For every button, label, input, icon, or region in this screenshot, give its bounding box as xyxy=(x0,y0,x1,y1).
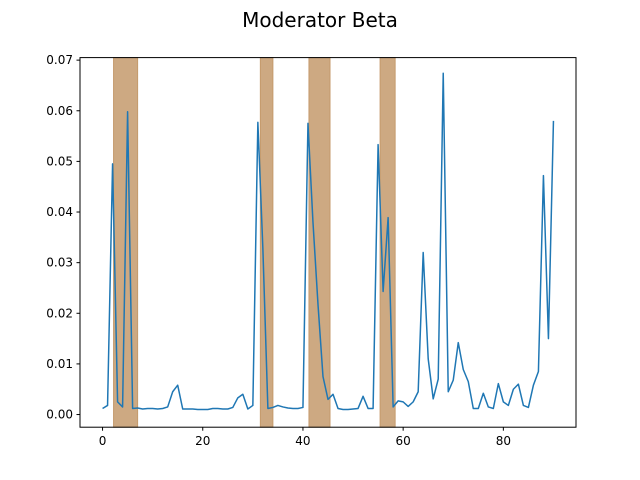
y-tick-label-3: 0.03 xyxy=(46,256,73,270)
plot-series xyxy=(102,72,555,411)
x-tick-label-0: 0 xyxy=(99,434,107,448)
x-tick-label-4: 80 xyxy=(496,434,511,448)
y-tick-label-0: 0.00 xyxy=(46,408,73,422)
y-axis-ticks: 0.00 0.01 0.02 0.03 0.04 0.05 0.06 0.07 xyxy=(46,53,80,422)
y-tick-label-7: 0.07 xyxy=(46,53,73,67)
y-tick-label-1: 0.01 xyxy=(46,357,73,371)
x-tick-label-1: 20 xyxy=(195,434,210,448)
x-tick-label-3: 60 xyxy=(396,434,411,448)
x-axis-ticks: 0 20 40 60 80 xyxy=(99,427,511,448)
y-tick-label-5: 0.05 xyxy=(46,154,73,168)
chart-title: Moderator Beta xyxy=(242,8,398,32)
shaded-bands xyxy=(113,57,396,428)
y-tick-label-4: 0.04 xyxy=(46,205,73,219)
y-tick-label-2: 0.02 xyxy=(46,306,73,320)
x-tick-label-2: 40 xyxy=(295,434,310,448)
series-line-0 xyxy=(102,72,555,411)
shaded-band-2 xyxy=(308,57,331,428)
y-tick-label-6: 0.06 xyxy=(46,104,73,118)
plot-area-frame xyxy=(79,57,577,428)
